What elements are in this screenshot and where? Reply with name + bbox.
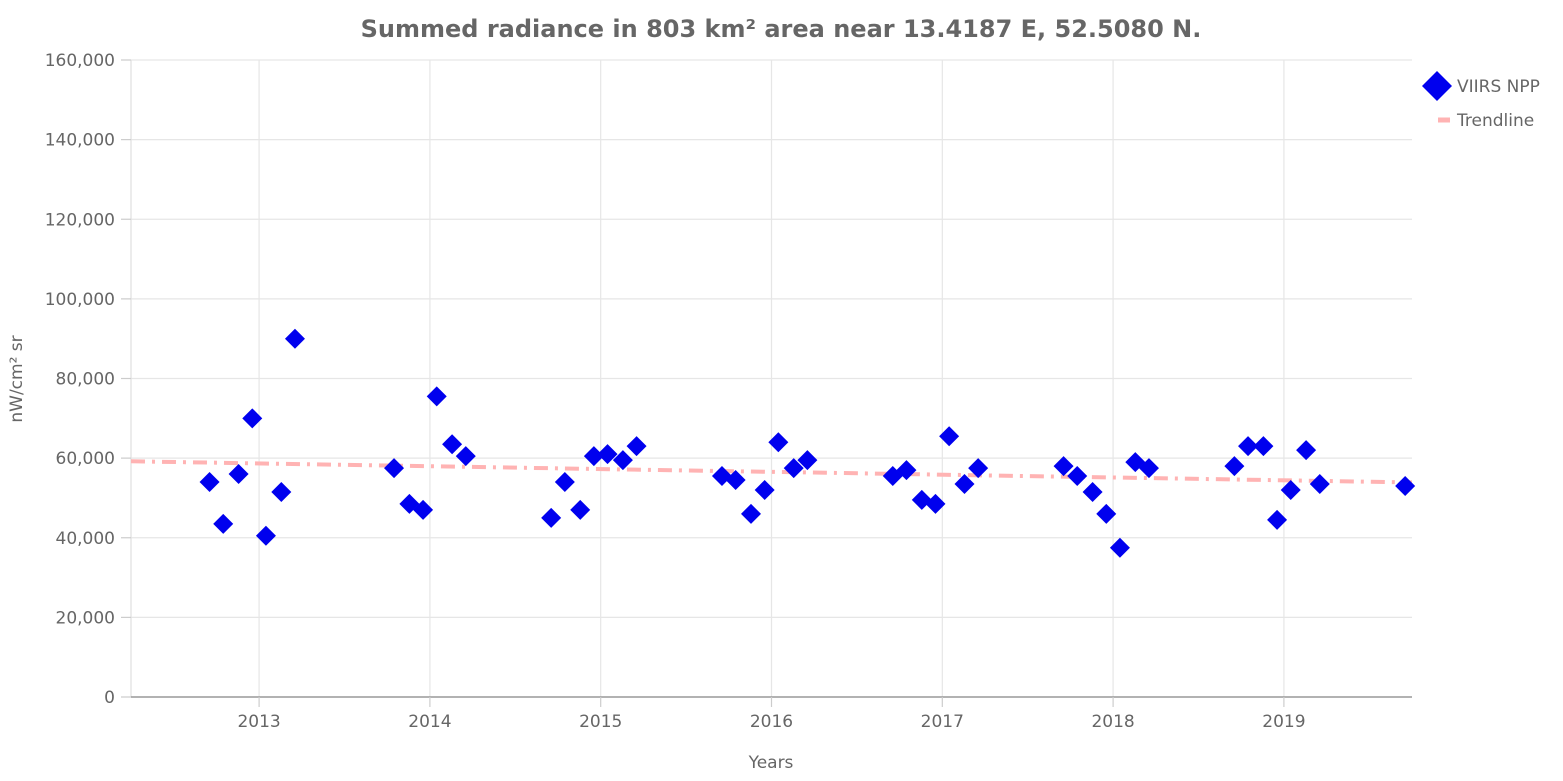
y-tick-label: 100,000 [45,290,115,310]
viirs-npp-series [199,328,1416,558]
x-axis-ticks: 2013 2014 2015 2016 2017 2018 2019 [237,697,1306,732]
data-point [554,472,575,493]
data-point [754,479,775,500]
data-point [783,458,804,479]
data-point [896,460,917,481]
legend-label-trendline: Trendline [1456,111,1534,131]
data-point [255,525,276,546]
data-point [725,470,746,491]
data-point [583,446,604,467]
data-point [426,386,447,407]
chart-title: Summed radiance in 803 km² area near 13.… [361,15,1202,43]
data-point [597,444,618,465]
trendline [130,459,1413,485]
data-point [1238,436,1259,457]
data-point [271,481,292,502]
data-point [968,458,989,479]
data-point [284,328,305,349]
data-point [455,446,476,467]
y-tick-label: 40,000 [56,529,115,549]
data-point [797,450,818,471]
data-point [741,503,762,524]
data-point [541,507,562,528]
y-axis-ticks: 0 20,000 40,000 60,000 80,000 100,000 120,000 1… [45,51,131,708]
x-tick-label: 2017 [921,712,964,732]
data-point [612,450,633,471]
legend: VIIRS NPP Trendline [1422,71,1540,131]
data-point [442,434,463,455]
x-tick-label: 2014 [408,712,451,732]
legend-diamond-icon [1422,71,1452,101]
y-tick-label: 20,000 [56,608,115,628]
data-point [1096,503,1117,524]
x-tick-label: 2013 [237,712,280,732]
data-point [925,493,946,514]
y-tick-label: 120,000 [45,210,115,230]
data-point [384,458,405,479]
data-point [1309,474,1330,495]
x-axis-title: Years [748,753,794,773]
y-tick-label: 0 [104,688,115,708]
data-point [626,436,647,457]
x-tick-label: 2016 [750,712,793,732]
y-tick-label: 80,000 [56,370,115,390]
y-tick-label: 60,000 [56,449,115,469]
y-axis-title: nW/cm² sr [7,335,27,422]
data-point [1067,466,1088,487]
data-point [1280,479,1301,500]
data-point [1253,436,1274,457]
data-point [1267,509,1288,530]
data-point [1053,456,1074,477]
data-point [242,408,263,429]
data-point [1395,475,1416,496]
data-point [199,472,220,493]
y-tick-label: 160,000 [45,51,115,71]
data-point [954,474,975,495]
data-point [1109,537,1130,558]
data-point [1138,458,1159,479]
data-point [213,513,234,534]
data-point [939,426,960,447]
x-tick-label: 2019 [1262,712,1305,732]
data-point [1082,481,1103,502]
data-point [1224,456,1245,477]
data-point [1296,440,1317,461]
data-point [570,499,591,520]
x-tick-label: 2018 [1091,712,1134,732]
y-tick-label: 140,000 [45,131,115,151]
x-tick-label: 2015 [579,712,622,732]
legend-label-viirs: VIIRS NPP [1457,77,1540,97]
data-point [413,499,434,520]
grid-lines [131,59,1412,697]
trendline-series [130,459,1413,485]
data-point [228,464,249,485]
data-point [768,432,789,453]
